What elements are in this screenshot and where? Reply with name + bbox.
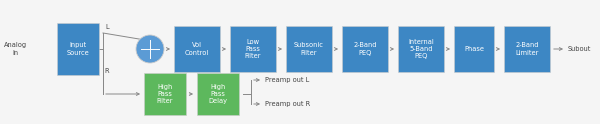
Text: Analog
In: Analog In [4,42,27,56]
Text: Internal
5-Band
PEQ: Internal 5-Band PEQ [408,39,434,59]
Text: Phase: Phase [464,46,484,52]
Text: Low
Pass
Filter: Low Pass Filter [245,39,261,59]
Text: 2-Band
Limiter: 2-Band Limiter [515,42,539,56]
Circle shape [136,35,164,63]
FancyBboxPatch shape [504,26,550,72]
Text: Vol
Control: Vol Control [185,42,209,56]
FancyBboxPatch shape [454,26,494,72]
FancyBboxPatch shape [342,26,388,72]
FancyBboxPatch shape [197,73,239,115]
FancyBboxPatch shape [398,26,444,72]
Text: R: R [104,68,109,74]
FancyBboxPatch shape [144,73,186,115]
Text: Subsonic
Filter: Subsonic Filter [294,42,324,56]
FancyBboxPatch shape [174,26,220,72]
FancyBboxPatch shape [230,26,276,72]
FancyBboxPatch shape [286,26,332,72]
Text: Preamp out L: Preamp out L [265,77,309,83]
Text: 2-Band
PEQ: 2-Band PEQ [353,42,377,56]
FancyBboxPatch shape [57,23,99,75]
Text: Input
Source: Input Source [67,42,89,56]
Text: Subout: Subout [568,46,592,52]
Text: L: L [105,24,109,30]
Text: High
Pass
Filter: High Pass Filter [157,84,173,104]
Text: High
Pass
Delay: High Pass Delay [209,84,227,104]
Text: Preamp out R: Preamp out R [265,101,310,107]
